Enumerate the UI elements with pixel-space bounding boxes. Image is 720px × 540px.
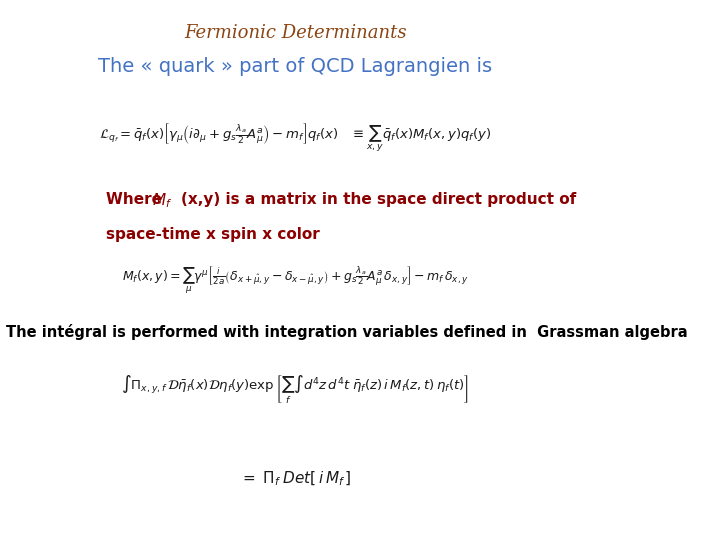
Text: $\mathcal{L}_{q_f} = \bar{q}_f(x)\left[\gamma_\mu\left(i\partial_\mu + g_s\frac{: $\mathcal{L}_{q_f} = \bar{q}_f(x)\left[\… [99, 122, 492, 154]
Text: Where: Where [107, 192, 168, 207]
Text: (x,y) is a matrix in the space direct product of: (x,y) is a matrix in the space direct pr… [181, 192, 576, 207]
Text: space-time x spin x color: space-time x spin x color [107, 227, 320, 242]
Text: The intégral is performed with integration variables defined in  Grassman algebr: The intégral is performed with integrati… [6, 324, 688, 340]
Text: $= \; \Pi_f \; Det\left[\,i\,M_f\,\right]$: $= \; \Pi_f \; Det\left[\,i\,M_f\,\right… [240, 470, 351, 488]
Text: The « quark » part of QCD Lagrangien is: The « quark » part of QCD Lagrangien is [99, 57, 492, 76]
Text: $M_f$: $M_f$ [152, 192, 172, 211]
Text: Fermionic Determinants: Fermionic Determinants [184, 24, 407, 42]
Text: $\int \Pi_{x,y,f}\,\mathcal{D}\bar{\eta}_f(x)\mathcal{D}\eta_f(y)\exp\left[\sum_: $\int \Pi_{x,y,f}\,\mathcal{D}\bar{\eta}… [122, 373, 469, 404]
Text: $M_f(x,y) = \sum_{\mu}\gamma^\mu\left[\frac{i}{2a}\left(\delta_{x+\hat{\mu},y} -: $M_f(x,y) = \sum_{\mu}\gamma^\mu\left[\f… [122, 265, 469, 296]
